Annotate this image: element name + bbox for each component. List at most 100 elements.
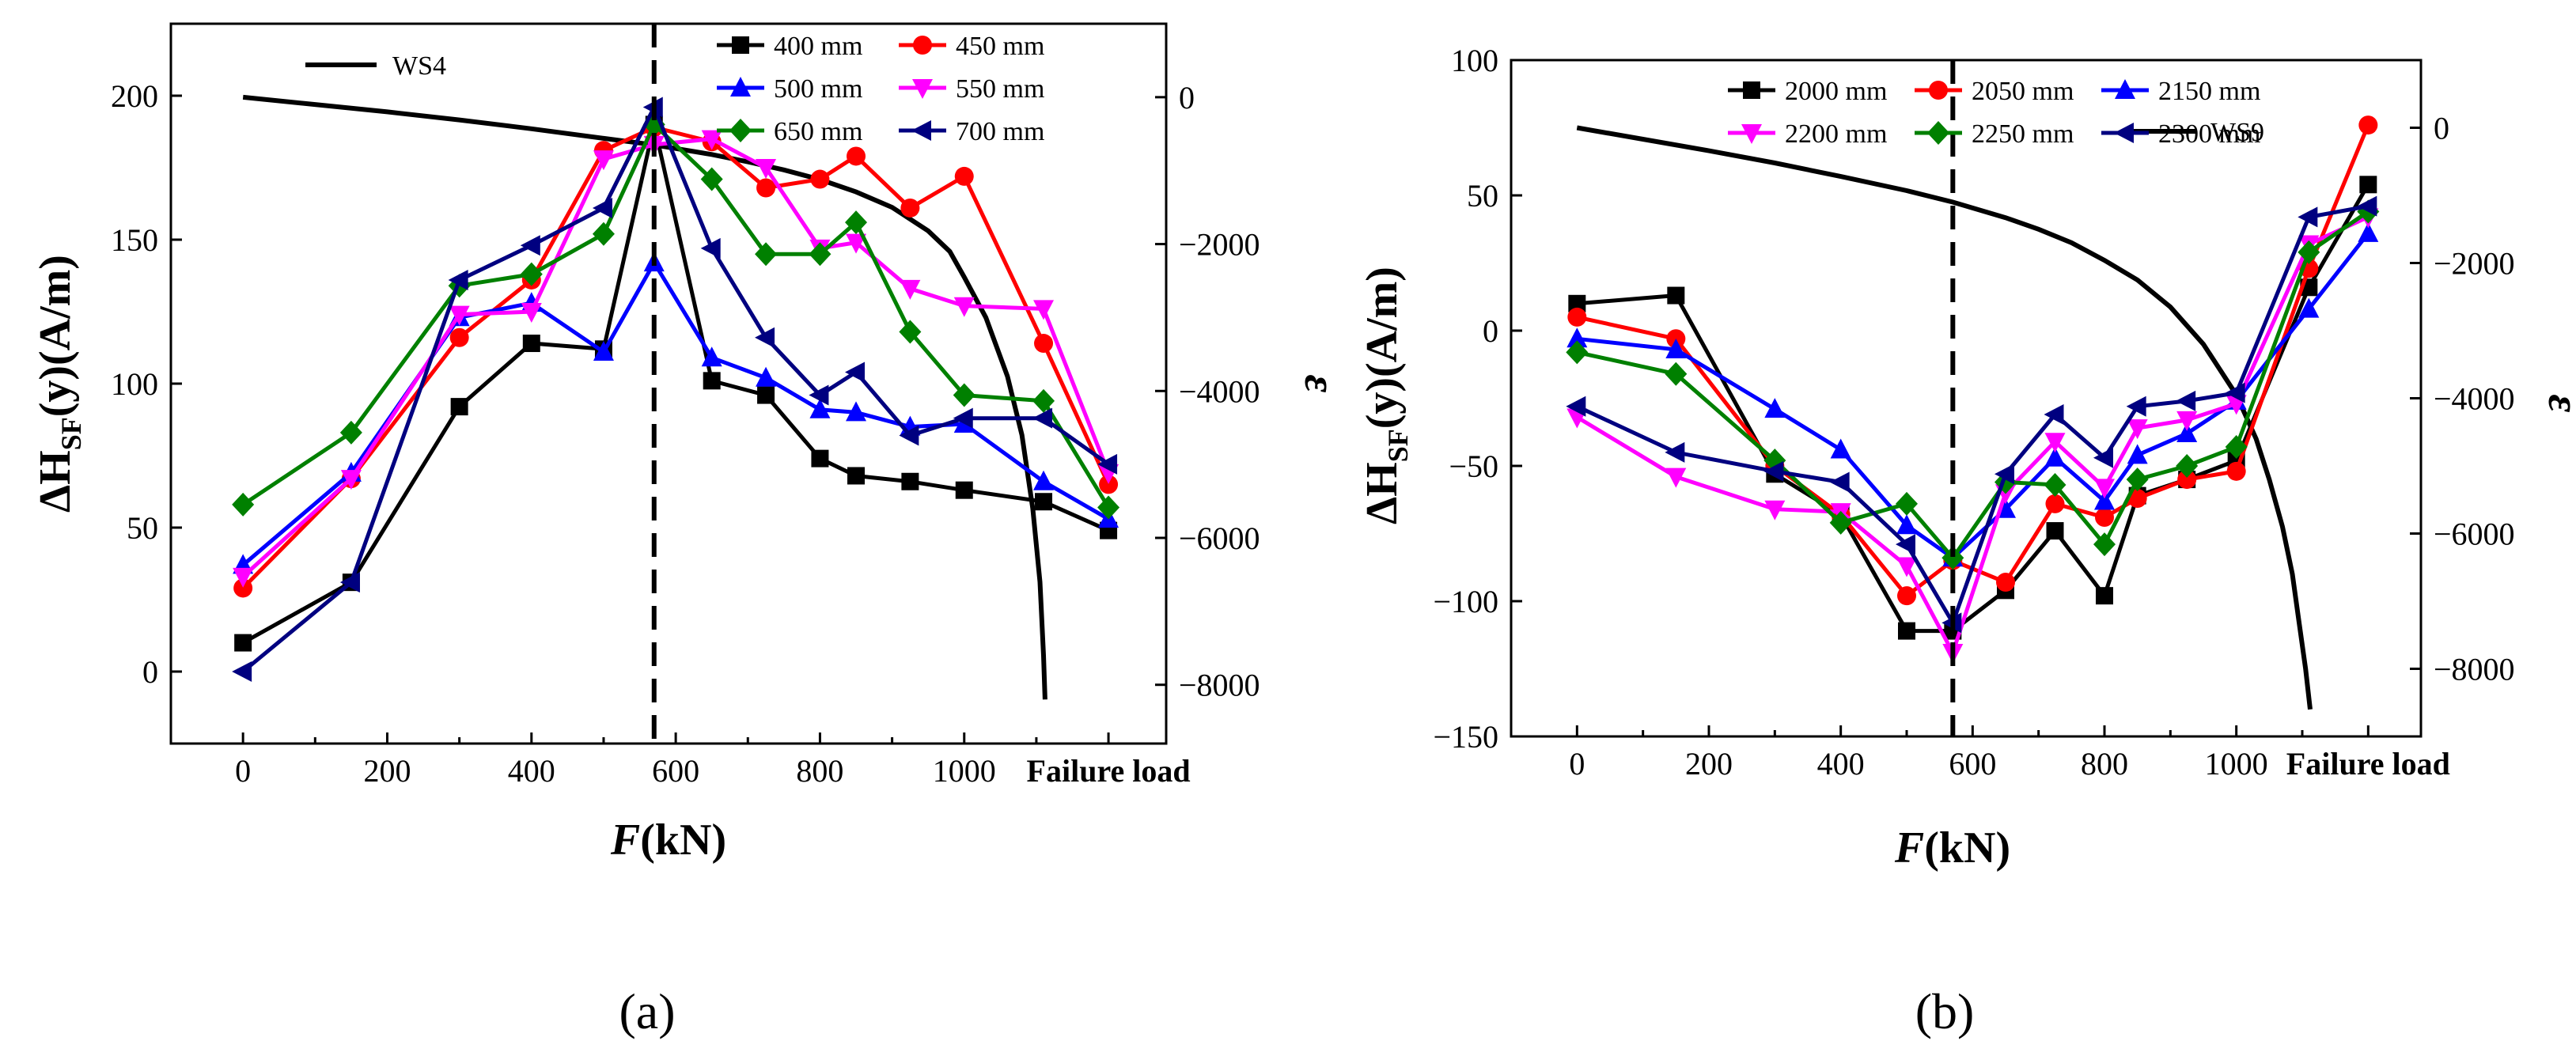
strain-curve-line — [1576, 125, 2313, 710]
x-tick-label: 800 — [796, 753, 843, 789]
data-point — [233, 567, 254, 588]
x-tick-label: 0 — [1569, 746, 1585, 782]
series-group — [1566, 199, 2380, 570]
data-point — [703, 372, 721, 390]
series-legend-b: 2000 mm 2050 mm 2150 mm 2200 mm 2250 mm 2300 … — [1728, 77, 2260, 149]
series-line — [241, 123, 1110, 645]
data-point — [2177, 470, 2197, 490]
data-point — [845, 210, 868, 235]
legend-marker — [730, 77, 751, 97]
y2-tick-label: 0 — [1179, 80, 1195, 115]
series-line — [1576, 215, 2370, 658]
series-legend-a: 400 mm 450 mm 500 mm 550 mm 650 mm 700 mm — [717, 32, 1044, 146]
chart-panel-b: 0 200 400 600 800 1000 Failure load−150−100−50… — [1358, 43, 2576, 1039]
data-point — [2046, 522, 2064, 540]
y-tick-label: 150 — [111, 222, 158, 258]
y2-tick-label: −8000 — [1179, 668, 1260, 703]
data-point — [1996, 573, 2015, 592]
data-point — [1034, 334, 1054, 354]
data-point — [755, 327, 775, 348]
data-point — [1099, 475, 1119, 494]
y-tick-label: −50 — [1449, 449, 1498, 484]
data-point — [1097, 495, 1120, 520]
data-point — [756, 366, 777, 387]
legend-marker — [2114, 123, 2134, 143]
legend-item: 2150 mm — [2101, 77, 2260, 106]
data-point — [2127, 444, 2148, 464]
legend-label: 2300 mm — [2158, 119, 2260, 149]
failure-load-tick-label: Failure load — [1027, 753, 1191, 789]
data-point — [700, 237, 721, 259]
data-point — [1665, 338, 1687, 358]
data-point — [953, 407, 973, 429]
data-point — [233, 578, 253, 598]
x-tick-label: 400 — [508, 753, 555, 789]
y2-axis-title-a: ε — [1295, 375, 1344, 393]
strain-layer-a — [242, 94, 1047, 700]
data-point — [2176, 422, 2198, 442]
data-point — [2044, 472, 2066, 497]
legend-marker — [2115, 79, 2135, 99]
plot-frame-b — [1510, 59, 2423, 738]
data-point — [2093, 447, 2113, 468]
x-tick-label: 600 — [1949, 746, 1996, 782]
data-point — [845, 361, 866, 383]
data-point — [232, 661, 252, 682]
data-point — [339, 420, 362, 445]
data-point — [811, 449, 829, 467]
data-point — [1896, 534, 1915, 555]
series-layer-b — [1566, 115, 2380, 664]
failure-load-tick-label: Failure load — [2286, 746, 2450, 782]
y2-tick-label: 0 — [2434, 111, 2449, 146]
y-tick-label: −150 — [1433, 719, 1498, 755]
data-point — [846, 401, 867, 422]
legend-marker — [912, 79, 933, 99]
data-point — [846, 233, 867, 254]
data-point — [1568, 294, 1586, 312]
panel-label-b: (b) — [1915, 983, 1975, 1039]
data-point — [701, 346, 722, 367]
series-group — [233, 118, 1119, 598]
data-point — [449, 327, 469, 347]
data-point — [1035, 493, 1053, 511]
data-point — [448, 269, 468, 290]
data-point — [1033, 470, 1055, 490]
legend-item: 2300 mm — [2101, 119, 2260, 149]
data-point — [592, 197, 612, 218]
data-point — [2358, 221, 2379, 242]
data-point — [2044, 433, 2066, 453]
legend-marker — [732, 36, 749, 54]
data-point — [340, 470, 362, 490]
series-line — [1577, 232, 2370, 561]
series-layer-a — [232, 97, 1120, 682]
legend-item: 2000 mm — [1728, 77, 1887, 106]
data-point — [2298, 297, 2320, 318]
data-point — [953, 383, 975, 407]
data-point — [2044, 404, 2064, 426]
chart-panel-a: 0 200 400 600 800 1000 Failure load 0 50 100 150 20… — [31, 22, 1344, 1039]
data-point — [809, 242, 832, 267]
strain-curve-line — [242, 94, 1047, 700]
x-axis-unit: (kN) — [640, 816, 726, 865]
data-point — [520, 262, 543, 286]
data-point — [1941, 546, 1964, 570]
legend-label: 2000 mm — [1785, 77, 1887, 106]
data-point — [1566, 327, 1588, 348]
data-point — [954, 166, 974, 186]
legend-marker — [913, 36, 932, 55]
x-axis-symbol: F — [610, 816, 640, 865]
strain-legend-label: WS4 — [392, 51, 446, 81]
data-point — [1665, 467, 1687, 488]
ticks-b: 0 200 400 600 800 1000 Failure load−150−100−50… — [1433, 43, 2514, 782]
data-point — [1897, 586, 1916, 606]
data-point — [2358, 115, 2378, 135]
data-point — [2357, 195, 2377, 217]
data-point — [1829, 510, 1852, 535]
y-tick-label: 50 — [1467, 178, 1498, 214]
legend-marker — [1741, 124, 1762, 144]
data-point — [953, 297, 975, 317]
legend-label: 2050 mm — [1972, 77, 2074, 106]
y-axis-delta-h: ΔH — [1358, 462, 1407, 524]
y-axis-delta-h: ΔH — [31, 450, 80, 513]
